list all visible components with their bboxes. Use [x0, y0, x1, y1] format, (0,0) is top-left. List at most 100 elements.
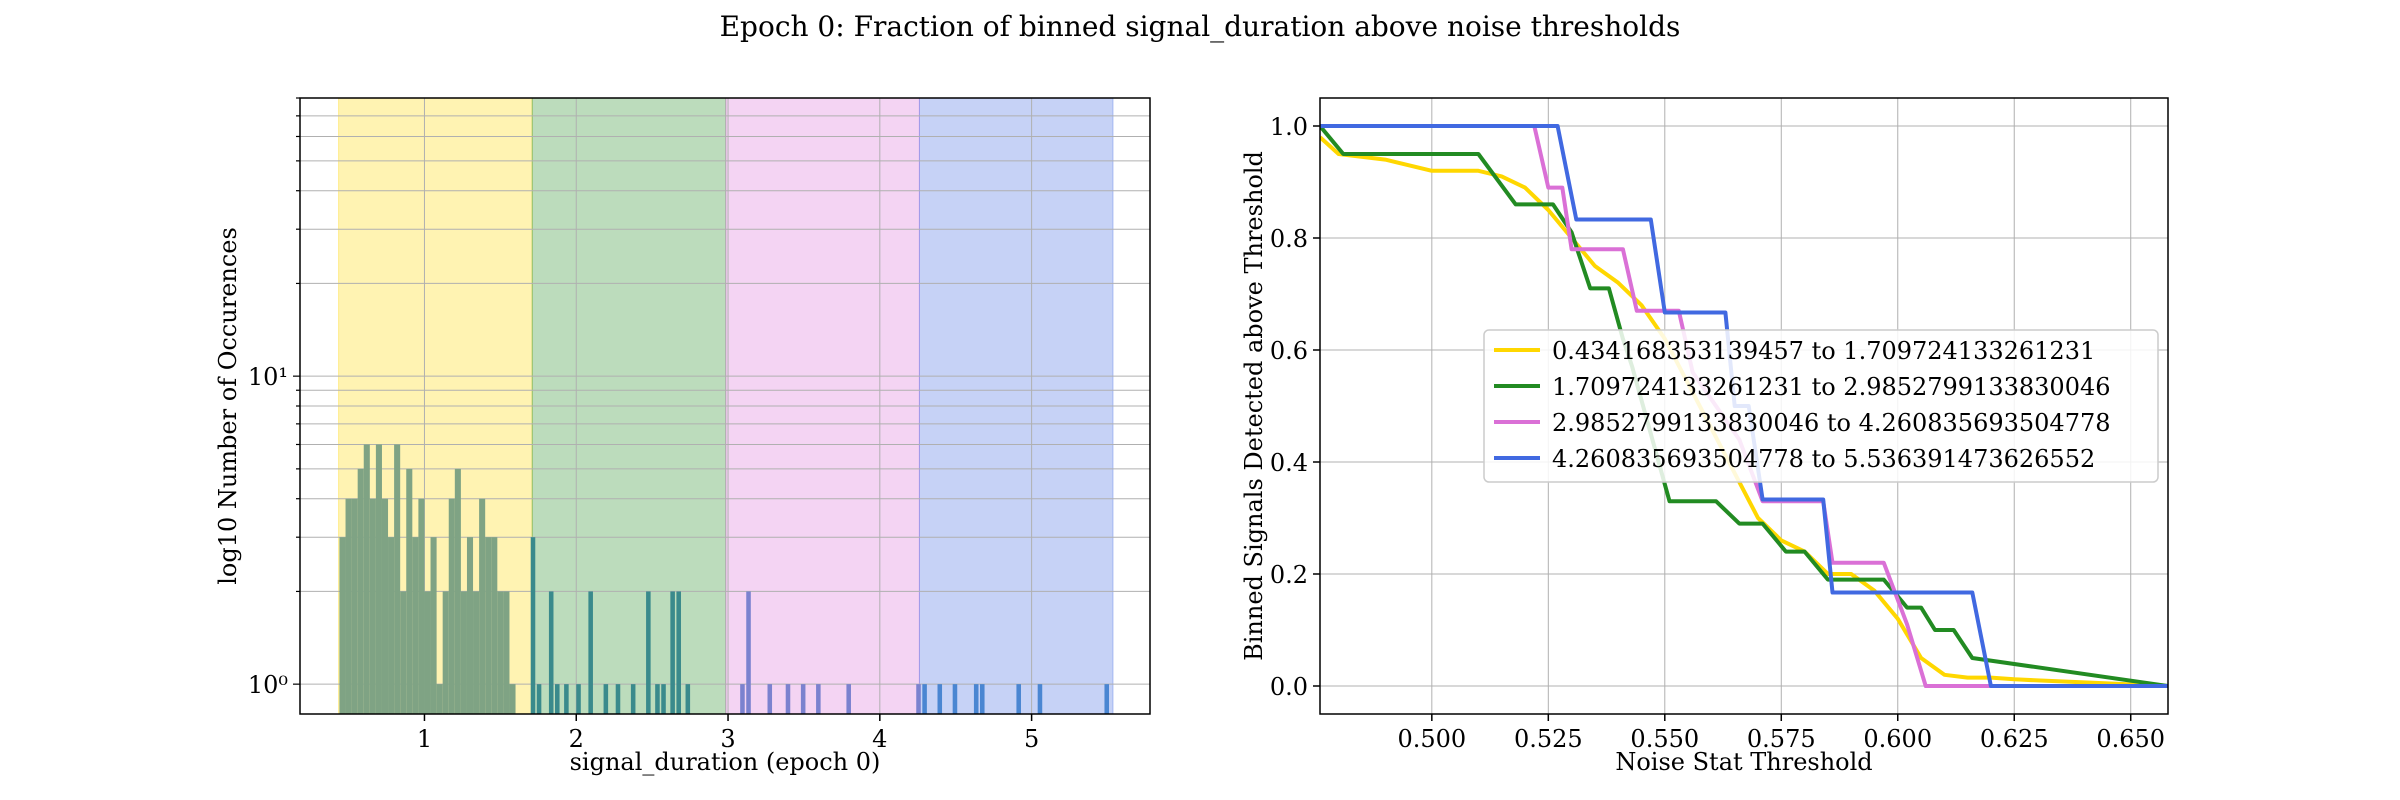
- histogram-bar: [479, 498, 486, 714]
- histogram-bar: [767, 684, 773, 714]
- histogram-bar: [381, 498, 389, 714]
- histogram-bar: [454, 468, 461, 714]
- histogram-bar: [685, 684, 691, 714]
- histogram-bar: [1016, 684, 1021, 714]
- histogram-bar: [418, 498, 425, 714]
- histogram-bar: [922, 684, 927, 714]
- histogram-bar: [630, 684, 636, 714]
- histogram-bar: [357, 468, 364, 714]
- histogram-bar: [497, 591, 504, 714]
- histogram-bar: [548, 591, 554, 714]
- histogram-bar: [661, 684, 666, 714]
- histogram-bar: [436, 684, 443, 714]
- histogram-x-tick-label: 1: [417, 725, 432, 753]
- legend-label-1: 0.434168353139457 to 1.709724133261231: [1552, 337, 2095, 365]
- histogram-bar: [369, 498, 376, 714]
- threshold-axes-frame: [1319, 97, 2169, 715]
- threshold-x-tick-label: 0.650: [2096, 725, 2165, 753]
- histogram-x-tick-label: 3: [720, 725, 735, 753]
- histogram-bar: [676, 591, 681, 714]
- histogram-bar: [576, 684, 581, 714]
- threshold-x-tick-label: 0.500: [1397, 725, 1466, 753]
- histogram-bar: [746, 591, 751, 714]
- histogram-bar: [646, 591, 651, 714]
- legend-label-3: 2.9852799133830046 to 4.260835693504778: [1552, 409, 2111, 437]
- histogram-bar: [509, 684, 516, 714]
- histogram-bar: [351, 498, 358, 714]
- histogram-bar: [448, 498, 455, 714]
- histogram-bar: [388, 537, 395, 714]
- threshold-x-tick-label: 0.625: [1980, 725, 2049, 753]
- histogram-bar: [800, 684, 806, 714]
- threshold-x-tick-label: 0.525: [1514, 725, 1583, 753]
- histogram-bar: [424, 591, 431, 714]
- histogram-bar: [980, 684, 985, 714]
- histogram-x-ticks: 1 2 3 4 5: [417, 714, 1039, 753]
- histogram-bars: [339, 444, 1110, 714]
- histogram-y-tick-label: 10¹: [248, 363, 288, 391]
- threshold-y-tick-label: 0.8: [1270, 225, 1308, 253]
- histogram-bar: [670, 591, 675, 714]
- histogram-y-tick-label: 10⁰: [248, 671, 288, 699]
- histogram-bar: [530, 537, 536, 714]
- series-line-2: [1320, 124, 2168, 688]
- histogram-bar: [536, 684, 542, 714]
- histogram-y-label: log10 Number of Occurences: [214, 227, 242, 585]
- threshold-x-ticks: 0.500 0.525 0.550 0.575 0.600 0.625 0.650: [1397, 714, 2165, 753]
- legend-box: [1483, 329, 2159, 483]
- threshold-x-tick-label: 0.575: [1747, 725, 1816, 753]
- histogram-bar: [503, 591, 510, 714]
- histogram-bar: [588, 591, 593, 714]
- histogram-bar: [603, 684, 609, 714]
- histogram-bar: [846, 684, 851, 714]
- threshold-y-tick-label: 1.0: [1270, 113, 1308, 141]
- histogram-x-tick-label: 2: [569, 725, 584, 753]
- legend: 0.434168353139457 to 1.709724133261231 1.…: [1483, 329, 2159, 483]
- histogram-bar: [473, 591, 480, 714]
- threshold-y-tick-label: 0.0: [1270, 673, 1308, 701]
- histogram-bar: [430, 537, 437, 714]
- threshold-x-tick-label: 0.600: [1863, 725, 1932, 753]
- histogram-bar: [973, 684, 979, 714]
- threshold-panel: 0.500 0.525 0.550 0.575 0.600 0.625 0.650 0.0 0…: [1240, 97, 2169, 776]
- histogram-y-ticks: 10⁰ 10¹: [248, 97, 300, 699]
- histogram-bar: [937, 684, 943, 714]
- histogram-bar: [785, 684, 791, 714]
- histogram-x-tick-label: 5: [1024, 725, 1039, 753]
- histogram-bar: [412, 537, 419, 714]
- histogram-bar: [406, 468, 413, 714]
- histogram-bar: [555, 684, 560, 714]
- histogram-bar: [466, 537, 474, 714]
- histogram-bar: [375, 444, 382, 714]
- threshold-y-ticks: 0.0 0.2 0.4 0.6 0.8 1.0: [1270, 113, 1320, 701]
- histogram-bar: [460, 591, 467, 714]
- histogram-bar: [1037, 684, 1043, 714]
- histogram-bar: [363, 444, 370, 714]
- histogram-bar: [952, 684, 958, 714]
- histogram-bar: [345, 498, 352, 714]
- histogram-x-label: signal_duration (epoch 0): [570, 748, 881, 776]
- histogram-x-tick-label: 4: [872, 725, 887, 753]
- threshold-y-tick-label: 0.6: [1270, 337, 1308, 365]
- threshold-y-tick-label: 0.2: [1270, 561, 1308, 589]
- threshold-x-tick-label: 0.550: [1630, 725, 1699, 753]
- legend-label-2: 1.709724133261231 to 2.9852799133830046: [1552, 373, 2111, 401]
- histogram-bar: [564, 684, 569, 714]
- threshold-x-label: Noise Stat Threshold: [1615, 748, 1872, 776]
- histogram-panel: 1 2 3 4 5 10⁰ 10¹ signal_duration (epoch 0) l…: [214, 97, 1151, 776]
- histogram-bar: [339, 537, 346, 714]
- histogram-bar: [916, 684, 921, 714]
- histogram-bar: [491, 537, 498, 714]
- histogram-bar: [394, 444, 401, 714]
- threshold-y-label: Binned Signals Detected above Threshold: [1240, 151, 1268, 661]
- histogram-bar: [655, 684, 660, 714]
- histogram-bar: [442, 591, 449, 714]
- legend-label-4: 4.260835693504778 to 5.536391473626552: [1552, 445, 2095, 473]
- figure-title: Epoch 0: Fraction of binned signal_durat…: [720, 10, 1681, 43]
- histogram-bar: [816, 684, 821, 714]
- histogram-bar: [485, 537, 492, 714]
- histogram-bar: [740, 684, 745, 714]
- histogram-grid: [300, 97, 1150, 714]
- histogram-bar: [1104, 684, 1110, 714]
